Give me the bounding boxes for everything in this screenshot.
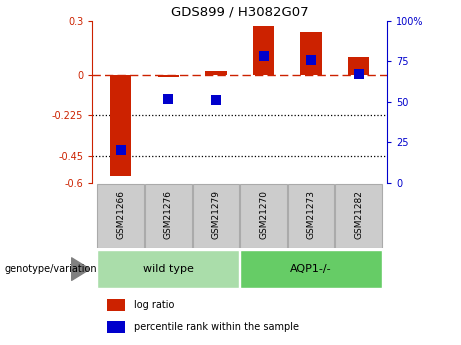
Text: log ratio: log ratio: [134, 300, 174, 310]
Point: [355, 71, 362, 77]
Text: GSM21276: GSM21276: [164, 190, 173, 239]
Point: [165, 96, 172, 101]
Bar: [240, 184, 287, 248]
Bar: [348, 57, 369, 75]
Text: GSM21270: GSM21270: [259, 190, 268, 239]
Bar: [107, 299, 124, 311]
Point: [117, 148, 124, 153]
Text: genotype/variation: genotype/variation: [5, 264, 97, 274]
Text: GSM21282: GSM21282: [354, 190, 363, 239]
Text: GSM21279: GSM21279: [212, 190, 220, 239]
Bar: [110, 75, 131, 176]
Bar: [253, 26, 274, 75]
Text: AQP1-/-: AQP1-/-: [290, 264, 332, 274]
Bar: [301, 31, 322, 75]
Point: [307, 57, 315, 62]
Bar: [158, 75, 179, 77]
Bar: [97, 184, 144, 248]
Bar: [240, 250, 382, 288]
Text: GSM21266: GSM21266: [116, 190, 125, 239]
Point: [260, 53, 267, 59]
Text: GSM21273: GSM21273: [307, 190, 316, 239]
Text: wild type: wild type: [143, 264, 194, 274]
Title: GDS899 / H3082G07: GDS899 / H3082G07: [171, 5, 308, 18]
Polygon shape: [71, 258, 90, 280]
Bar: [145, 184, 192, 248]
Text: percentile rank within the sample: percentile rank within the sample: [134, 322, 299, 332]
Bar: [107, 321, 124, 333]
Bar: [193, 184, 239, 248]
Bar: [97, 250, 239, 288]
Bar: [288, 184, 334, 248]
Bar: [205, 71, 227, 75]
Bar: [335, 184, 382, 248]
Point: [212, 97, 219, 103]
